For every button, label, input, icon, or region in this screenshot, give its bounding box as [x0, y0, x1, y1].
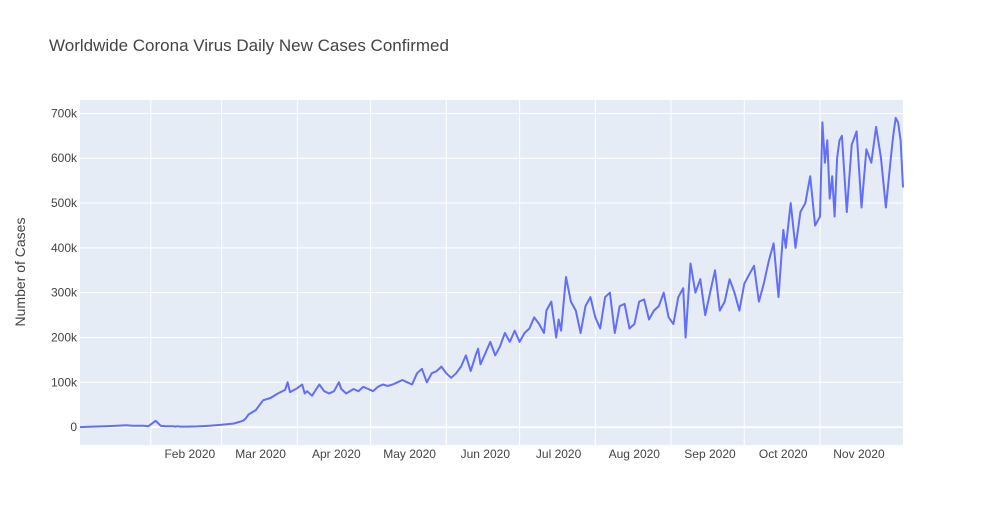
x-tick-label: Aug 2020	[609, 447, 661, 461]
x-tick-label: Jun 2020	[461, 447, 511, 461]
y-axis-title: Number of Cases	[12, 218, 28, 327]
y-tick-label: 700k	[51, 106, 78, 120]
x-tick-label: Nov 2020	[833, 447, 885, 461]
chart-title: Worldwide Corona Virus Daily New Cases C…	[49, 36, 449, 55]
y-tick-label: 500k	[51, 196, 78, 210]
x-tick-label: Mar 2020	[235, 447, 286, 461]
x-tick-label: Jul 2020	[536, 447, 582, 461]
x-tick-label: Sep 2020	[684, 447, 736, 461]
y-tick-label: 400k	[51, 241, 78, 255]
y-tick-label: 100k	[51, 375, 78, 389]
y-gridlines	[80, 112, 903, 429]
x-tick-label: Oct 2020	[759, 447, 808, 461]
x-axis-ticks: Feb 2020 Mar 2020 Apr 2020 May 2020 Jun 2020…	[164, 447, 885, 461]
y-tick-label: 300k	[51, 286, 78, 300]
x-tick-label: Feb 2020	[164, 447, 215, 461]
y-tick-label: 600k	[51, 151, 78, 165]
x-tick-label: May 2020	[383, 447, 436, 461]
series-line-daily-new-cases	[79, 116, 904, 429]
y-axis-ticks: 0 100k 200k 300k 400k 500k 600k 700k	[51, 106, 78, 434]
y-tick-label: 0	[70, 420, 77, 434]
x-tick-label: Apr 2020	[312, 447, 361, 461]
y-tick-label: 200k	[51, 330, 78, 344]
x-gridlines	[150, 100, 821, 445]
